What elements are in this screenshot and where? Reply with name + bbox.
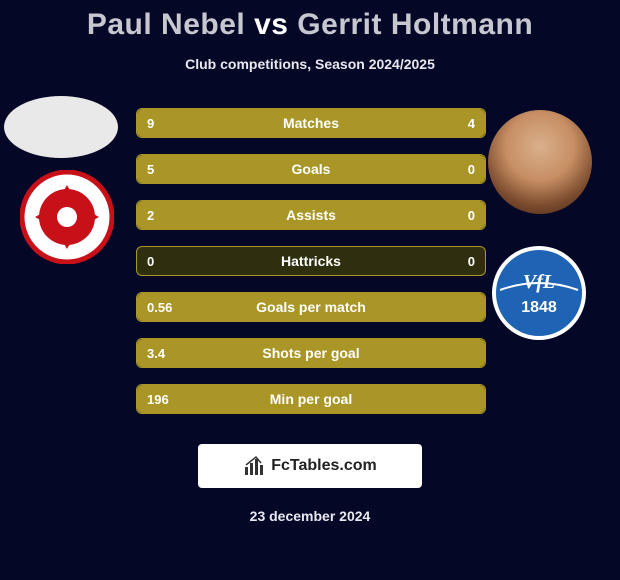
stat-label: Shots per goal <box>137 339 485 367</box>
player1-name: Paul Nebel <box>87 8 245 41</box>
stat-row: 20Assists <box>136 200 486 230</box>
footer-date: 23 december 2024 <box>0 508 620 524</box>
player2-name: Gerrit Holtmann <box>297 8 533 41</box>
stat-label: Hattricks <box>137 247 485 275</box>
stat-label: Assists <box>137 201 485 229</box>
stat-label: Goals per match <box>137 293 485 321</box>
chart-icon <box>243 455 265 477</box>
vs-label: vs <box>254 8 288 41</box>
site-name: FcTables.com <box>271 457 377 475</box>
stat-row: 94Matches <box>136 108 486 138</box>
player2-club-badge: VfL 1848 <box>492 246 586 340</box>
comparison-title: Paul Nebel vs Gerrit Holtmann <box>0 0 620 42</box>
stat-row: 50Goals <box>136 154 486 184</box>
stat-row: 0.56Goals per match <box>136 292 486 322</box>
stat-label: Matches <box>137 109 485 137</box>
stat-row: 00Hattricks <box>136 246 486 276</box>
site-badge: FcTables.com <box>198 444 422 488</box>
stat-row: 3.4Shots per goal <box>136 338 486 368</box>
player1-club-badge <box>20 170 114 264</box>
season-subtitle: Club competitions, Season 2024/2025 <box>0 56 620 72</box>
svg-text:1848: 1848 <box>521 299 557 316</box>
stat-label: Min per goal <box>137 385 485 413</box>
stat-label: Goals <box>137 155 485 183</box>
stat-row: 196Min per goal <box>136 384 486 414</box>
stat-bars: 94Matches 50Goals 20Assists 00Hattricks 0.56… <box>136 108 486 430</box>
player1-avatar <box>4 96 118 158</box>
player2-avatar <box>488 110 592 214</box>
